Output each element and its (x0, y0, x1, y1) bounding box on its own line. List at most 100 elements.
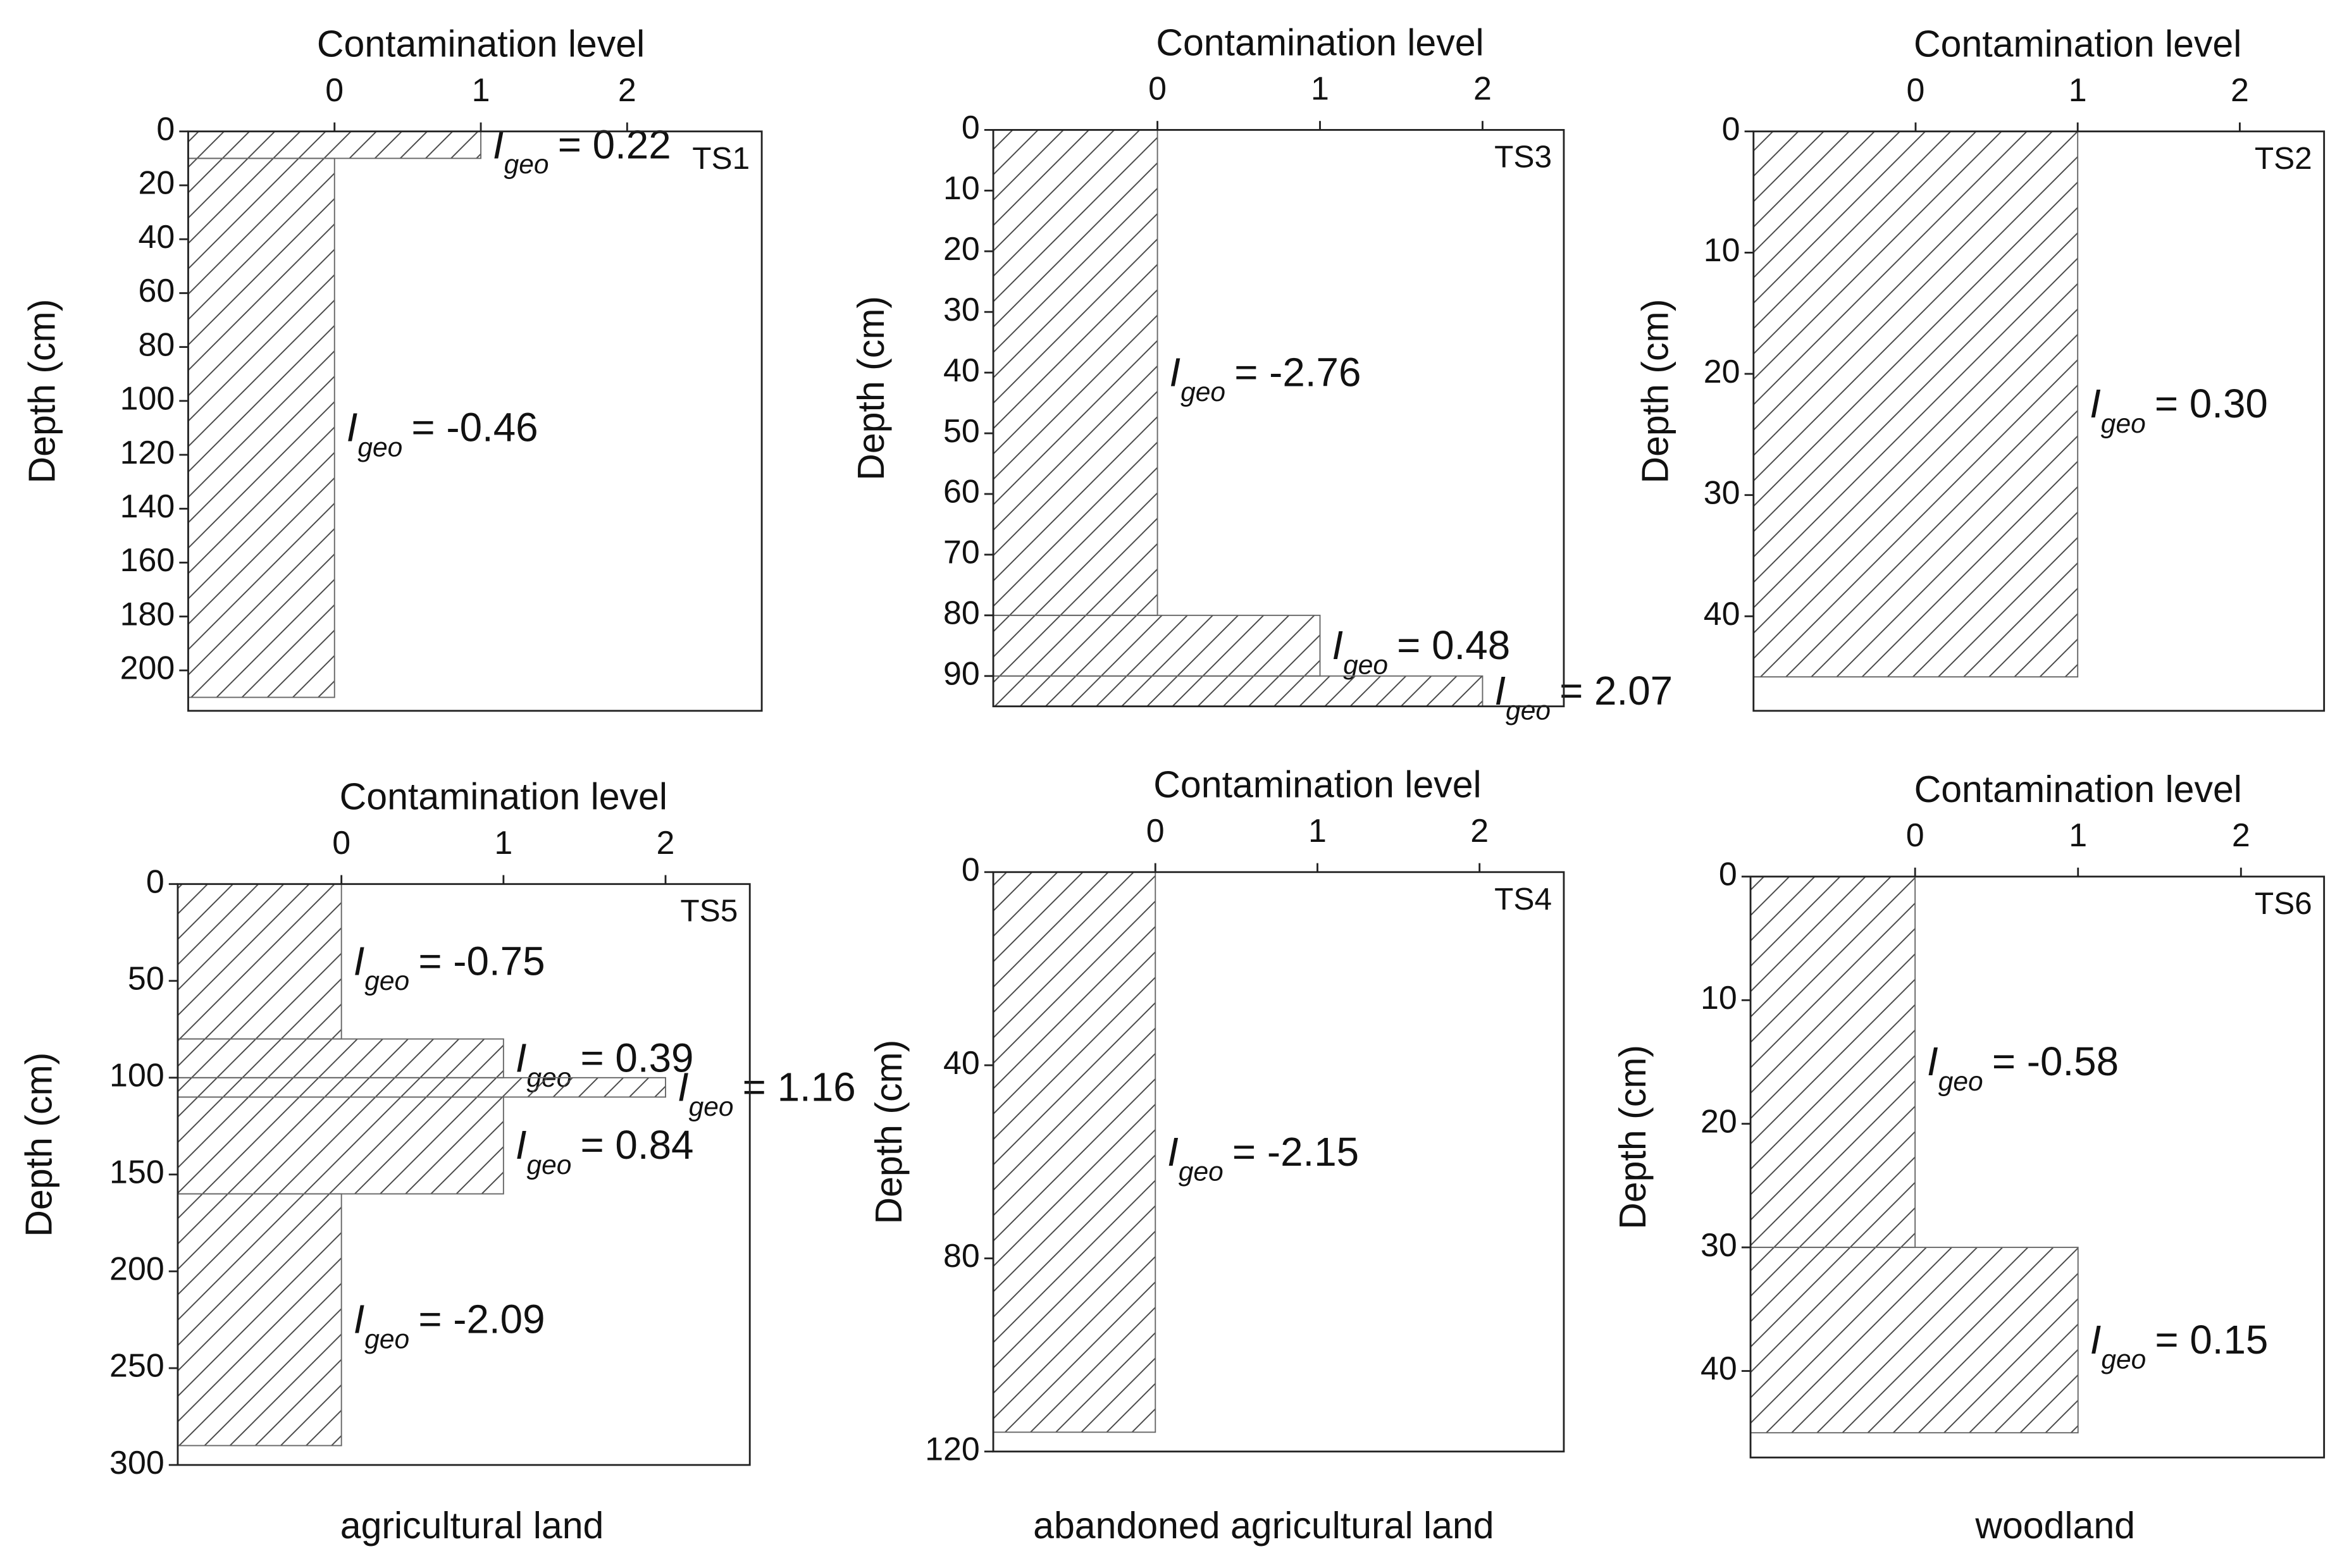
y-tick-label: 60 (943, 474, 980, 510)
annotation-value: = -2.76 (1234, 349, 1361, 395)
y-axis-title: Depth (cm) (21, 299, 63, 484)
annotation-subscript: geo (2101, 1345, 2146, 1375)
panel-tag: TS2 (2255, 140, 2312, 176)
annotation-symbol: I (347, 405, 358, 450)
y-axis-title: Depth (cm) (850, 296, 892, 481)
annotation-symbol: I (354, 938, 365, 984)
plot-frame (1749, 875, 2326, 1459)
plot-frame (992, 128, 1565, 708)
x-tick-label: 0 (1148, 71, 1167, 108)
y-axis-title: Depth (cm) (1612, 1045, 1654, 1230)
bar (177, 1038, 504, 1078)
x-axis-title: Contamination level (1153, 764, 1481, 806)
x-tick-label: 0 (1146, 813, 1165, 849)
y-tick-label: 200 (109, 1251, 164, 1288)
annotation: Igeo = 1.16 (678, 1064, 856, 1122)
plot-frame (992, 871, 1565, 1453)
annotation-subscript: geo (1179, 1157, 1224, 1187)
x-tick-label: 0 (325, 72, 344, 109)
annotation: Igeo = -0.46 (347, 405, 538, 463)
y-tick-label: 200 (120, 650, 175, 687)
annotation-subscript: geo (364, 966, 409, 996)
plot-frame (187, 130, 763, 712)
bar (177, 883, 342, 1040)
annotation-symbol: I (2090, 1317, 2102, 1362)
y-tick-label: 180 (120, 596, 175, 633)
y-axis-title: Depth (cm) (18, 1053, 60, 1237)
annotation-value: = 0.30 (2155, 381, 2268, 426)
y-tick-label: 120 (120, 435, 175, 471)
annotation-value: = -0.58 (1992, 1039, 2119, 1084)
annotation-value: = 0.84 (581, 1122, 694, 1168)
y-tick-label: 50 (128, 960, 164, 997)
y-tick-label: 0 (156, 111, 175, 147)
y-tick-label: 140 (120, 488, 175, 525)
annotation-subscript: geo (504, 150, 549, 180)
panel-tag: TS3 (1494, 139, 1552, 174)
x-tick-label: 1 (2069, 817, 2087, 854)
y-tick-label: 0 (1722, 111, 1740, 147)
bar (177, 1077, 666, 1098)
annotation-value: = -2.09 (418, 1297, 545, 1342)
annotation-subscript: geo (357, 433, 402, 462)
y-tick-label: 60 (138, 273, 175, 309)
y-tick-label: 150 (109, 1154, 164, 1191)
annotation: Igeo = -2.15 (1167, 1129, 1359, 1187)
x-tick-label: 2 (2232, 817, 2250, 854)
caption: abandoned agricultural land (1033, 1505, 1494, 1546)
y-axis-title: Depth (cm) (868, 1040, 910, 1225)
y-tick-label: 0 (146, 863, 164, 900)
bar (187, 157, 335, 698)
y-axis-title: Depth (cm) (1634, 299, 1676, 484)
bar (187, 130, 481, 159)
y-tick-label: 40 (1701, 1350, 1737, 1387)
x-tick-label: 2 (1470, 813, 1489, 849)
annotation-symbol: I (493, 121, 504, 167)
annotation-symbol: I (354, 1297, 365, 1342)
bar (993, 614, 1321, 677)
x-tick-label: 2 (1473, 71, 1492, 108)
y-tick-label: 160 (120, 542, 175, 579)
x-tick-label: 1 (1308, 813, 1327, 849)
annotation-subscript: geo (689, 1092, 734, 1122)
y-tick-label: 300 (109, 1445, 164, 1481)
x-axis-title: Contamination level (1156, 22, 1484, 63)
annotation-symbol: I (1167, 1129, 1179, 1175)
annotation: Igeo = 0.15 (2090, 1317, 2269, 1375)
y-tick-label: 80 (138, 326, 175, 363)
bar (177, 1096, 504, 1195)
y-tick-label: 80 (943, 595, 980, 632)
annotation-value: = -0.75 (418, 938, 545, 984)
panel-tag: TS6 (2255, 886, 2312, 921)
annotation-subscript: geo (1938, 1067, 1983, 1097)
y-tick-label: 50 (943, 413, 980, 450)
x-tick-label: 0 (332, 825, 350, 861)
y-tick-label: 0 (1719, 856, 1737, 893)
y-tick-label: 20 (943, 231, 980, 268)
annotation-subscript: geo (526, 1151, 571, 1180)
annotation: Igeo = -0.58 (1927, 1039, 2119, 1097)
x-tick-label: 0 (1906, 817, 1924, 854)
x-axis-title: Contamination level (340, 776, 667, 818)
y-tick-label: 100 (120, 381, 175, 417)
y-tick-label: 20 (1701, 1103, 1737, 1140)
annotation-symbol: I (2090, 381, 2101, 426)
x-tick-label: 1 (2069, 72, 2087, 109)
y-tick-label: 10 (943, 170, 980, 207)
y-tick-label: 10 (1701, 980, 1737, 1016)
x-tick-label: 1 (494, 825, 512, 861)
bar (1750, 1247, 2079, 1434)
panel-tag: TS5 (680, 893, 738, 929)
annotation-subscript: geo (1180, 378, 1225, 407)
bar (993, 675, 1484, 707)
annotation: Igeo = -2.76 (1169, 349, 1361, 407)
x-tick-label: 1 (1311, 71, 1329, 108)
y-tick-label: 100 (109, 1058, 164, 1094)
annotation-subscript: geo (2101, 409, 2146, 439)
y-tick-label: 40 (943, 1045, 980, 1082)
plot-frame (1752, 130, 2326, 712)
annotation: Igeo = 0.48 (1332, 622, 1510, 681)
y-tick-label: 250 (109, 1348, 164, 1385)
y-tick-label: 0 (962, 109, 980, 146)
